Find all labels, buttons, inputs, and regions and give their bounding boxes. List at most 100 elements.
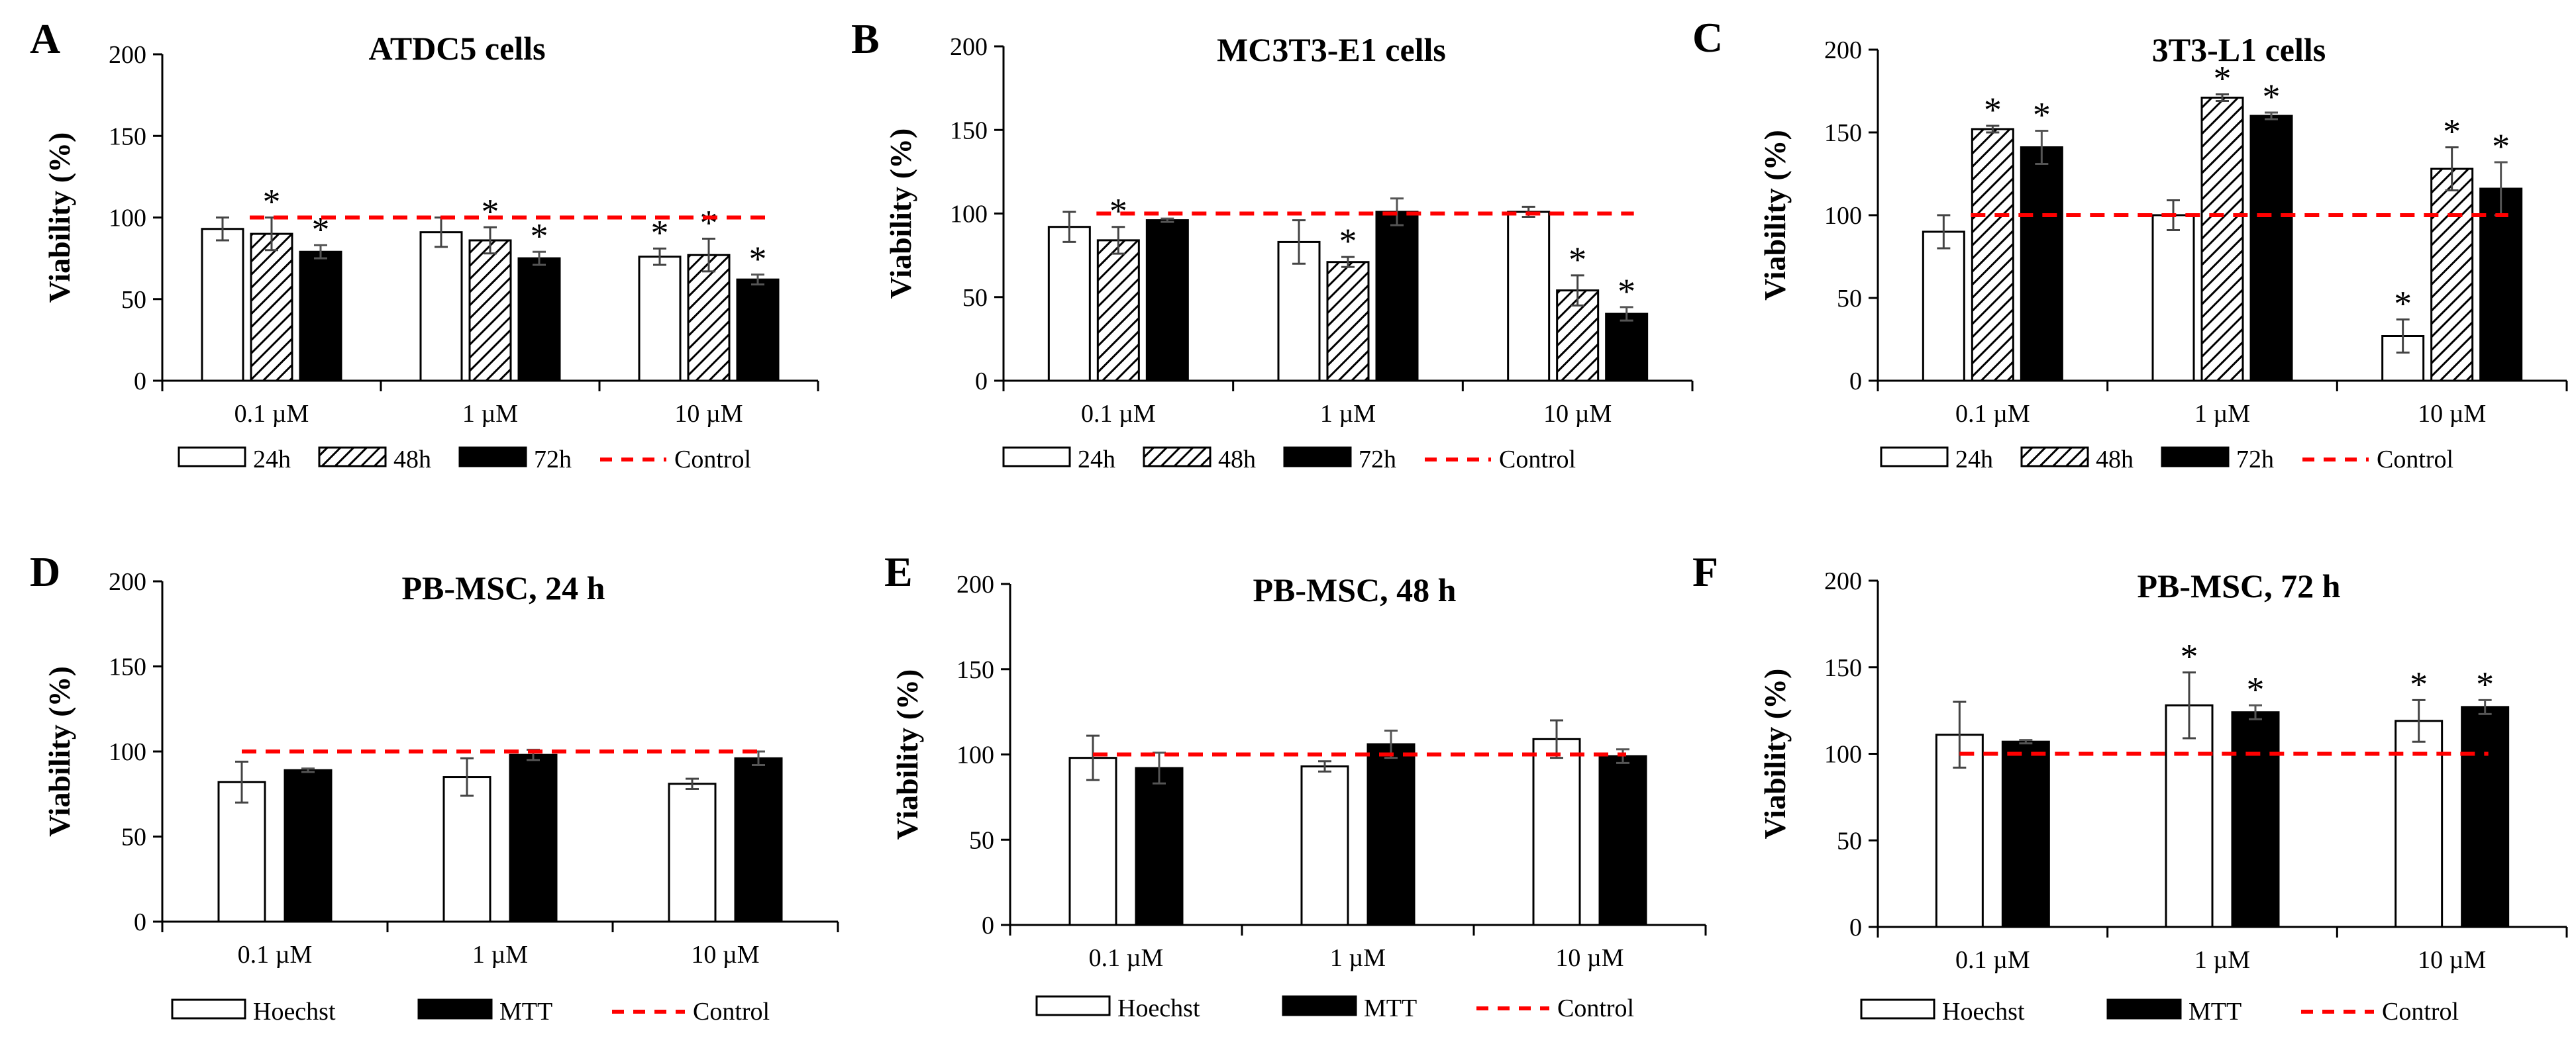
bar-mtt-1 [2231,711,2280,928]
error-bar [2183,671,2196,740]
x-category-label: 0.1 µM [234,400,309,428]
y-tick-label: 100 [1824,202,1862,230]
y-tick-label: 0 [134,908,146,936]
error-bar [314,244,327,260]
legend: Hoechst MTT Control [1860,998,2459,1026]
significance-marker: * [263,182,281,222]
error-bar [2249,704,2262,720]
bar-mtt-1 [509,753,558,923]
bar-24h-2 [638,256,682,382]
significance-marker: * [2410,664,2428,704]
legend: 24h 48h 72h Control [178,446,751,473]
y-tick-label: 100 [109,205,146,232]
bar-24h-1 [419,231,463,382]
legend-swatch-mtt [2106,998,2182,1020]
error-bar [1318,760,1331,773]
x-category-label: 0.1 µM [1081,400,1156,428]
bar-mtt-2 [734,757,783,923]
significance-marker: * [2394,284,2412,324]
y-tick-label: 150 [1824,654,1862,682]
panel-b: B MC3T3-E1 cells Viability (%) 0 50 100 150 200… [851,15,1694,473]
bar-24h-1 [2151,214,2195,382]
y-tick-label: 50 [121,286,146,314]
legend-swatch-hoechst [1860,998,1935,1020]
y-tick-label: 200 [950,33,988,61]
chart-title: 3T3-L1 cells [2152,31,2326,68]
y-axis-label: Viability (%) [884,128,917,299]
chart-title: ATDC5 cells [368,30,545,67]
y-tick-label: 50 [121,824,146,851]
legend-label: 48h [393,446,431,473]
error-bar [751,273,764,286]
legend-swatch-72h [458,446,527,467]
legend-label: Hoechst [1942,998,2025,1026]
y-tick-label: 50 [1837,285,1862,313]
error-bar [1571,274,1584,307]
error-bar [1620,306,1633,322]
legend: Hoechst MTT Control [1035,994,1634,1022]
significance-marker: * [531,216,548,256]
y-tick-label: 0 [1849,367,1862,395]
legend-swatch-48h [318,446,387,467]
x-category-label: 0.1 µM [1089,944,1164,972]
significance-marker: * [1339,221,1357,261]
bar-hoechst-0 [1068,757,1117,926]
significance-marker: * [700,203,718,243]
bar-72h-2 [2479,187,2523,382]
error-bar [460,757,474,797]
significance-marker: * [2263,77,2281,117]
error-bar [2412,699,2426,743]
legend-label: 24h [1078,446,1115,473]
legend-label: 24h [253,446,291,473]
legend-label: 48h [1218,446,1256,473]
y-axis-label: Viability (%) [1758,669,1792,840]
y-axis-label: Viability (%) [42,132,76,303]
x-category-label: 1 µM [1330,944,1386,972]
y-tick-label: 200 [109,41,146,69]
y-axis-label: Viability (%) [1758,130,1792,301]
bar-mtt-0 [1135,767,1184,926]
x-category-label: 10 µM [1555,944,1623,972]
x-category-label: 10 µM [1543,400,1612,428]
legend-label: 72h [2236,446,2274,473]
y-tick-label: 100 [109,738,146,766]
error-bar [1550,719,1563,759]
y-tick-label: 50 [969,826,994,854]
chart-title: MC3T3-E1 cells [1217,31,1446,68]
error-bar [1953,701,1967,769]
y-tick-label: 200 [956,571,994,599]
error-bar [2445,146,2459,191]
y-tick-label: 0 [975,367,988,395]
legend-swatch-24h [1002,446,1071,467]
legend-label: Control [1557,994,1634,1022]
bar-mtt-0 [2001,740,2050,928]
bar-48h-1 [2200,97,2244,382]
bar-hoechst-0 [217,781,266,923]
y-tick-label: 0 [134,367,146,395]
legend-label: MTT [2189,998,2241,1026]
bar-hoechst-2 [1532,738,1581,926]
panel-d: D PB-MSC, 24 h Viability (%) 0 50 100 150 200 0.… [30,548,839,1026]
panel-c: C 3T3-L1 cells Viability (%) 0 50 100 150 200 0.… [1692,14,2568,473]
error-bar [2478,699,2492,715]
bar-mtt-2 [1598,755,1647,926]
legend: 24h 48h 72h Control [1880,446,2453,473]
legend-label: MTT [1364,994,1417,1022]
error-bar [1086,734,1100,781]
panel-letter: D [30,548,60,595]
bar-48h-0 [250,232,293,382]
bar-72h-1 [2249,115,2293,382]
panel-a: A ATDC5 cells Viability (%) 0 50 100 150 200 0.1… [30,15,819,473]
bar-24h-0 [1047,226,1091,382]
x-category-label: 10 µM [691,941,759,969]
bar-hoechst-1 [442,776,491,923]
significance-marker: * [2181,637,2198,677]
bar-mtt-0 [283,769,333,923]
significance-marker: * [2033,95,2051,135]
significance-marker: * [1618,271,1635,311]
bar-48h-1 [1326,261,1370,382]
legend-swatch-48h [2020,446,2089,467]
legend-label: Control [2382,998,2459,1026]
error-bar [533,250,546,266]
y-axis-label: Viability (%) [42,666,76,837]
